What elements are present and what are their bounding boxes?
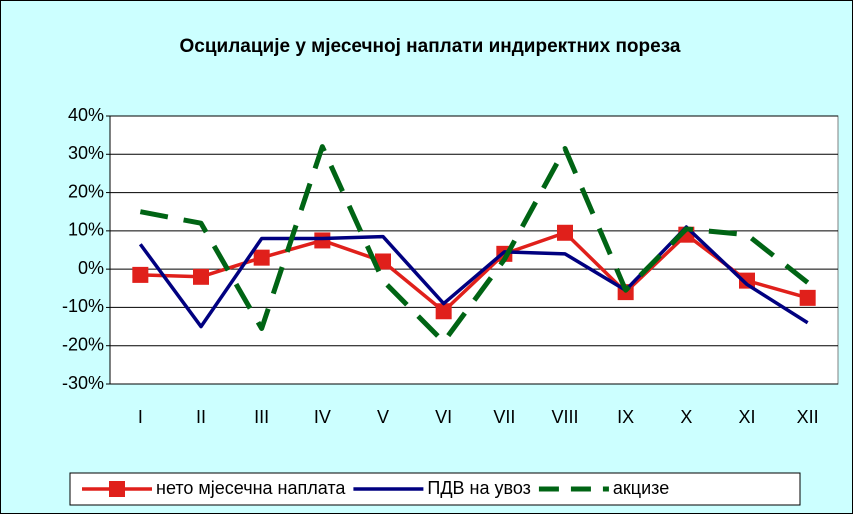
plot-area [109,115,839,385]
marker [435,303,452,320]
y-tick-label: 10% [68,220,104,240]
x-tick-label: XII [797,407,819,427]
y-tick-label: 0% [78,258,104,278]
chart-title: Осцилације у мјесечној наплати индиректн… [180,36,681,57]
x-tick-label: VIII [551,407,578,427]
legend-marker [109,481,125,497]
legend-label: нето мјесечна наплата [156,478,346,498]
marker [375,253,391,270]
y-tick-label: 20% [68,181,104,201]
marker [314,232,331,249]
y-tick-label: 30% [68,143,104,163]
x-tick-label: III [254,407,269,427]
x-tick-label: IV [314,407,331,427]
legend-label: акцизе [613,478,669,498]
x-tick-label: II [196,407,206,427]
marker [799,289,816,306]
legend-label: ПДВ на увоз [427,478,531,498]
x-tick-label: IX [617,407,634,427]
x-tick-label: V [377,407,389,427]
marker [132,266,149,283]
marker [193,268,209,285]
x-tick-label: VI [435,407,452,427]
x-tick-label: XI [738,407,755,427]
y-tick-label: 40% [68,105,104,125]
marker [253,249,270,266]
x-tick-label: VII [493,407,515,427]
x-tick-label: X [680,407,692,427]
legend [69,472,801,506]
y-tick-label: -20% [62,334,104,354]
series-line [140,231,809,314]
y-tick-label: -30% [62,373,104,393]
x-tick-label: I [138,407,143,427]
marker [557,224,573,241]
marker [739,272,755,289]
series-line [138,225,809,329]
y-tick-label: -10% [62,296,104,316]
